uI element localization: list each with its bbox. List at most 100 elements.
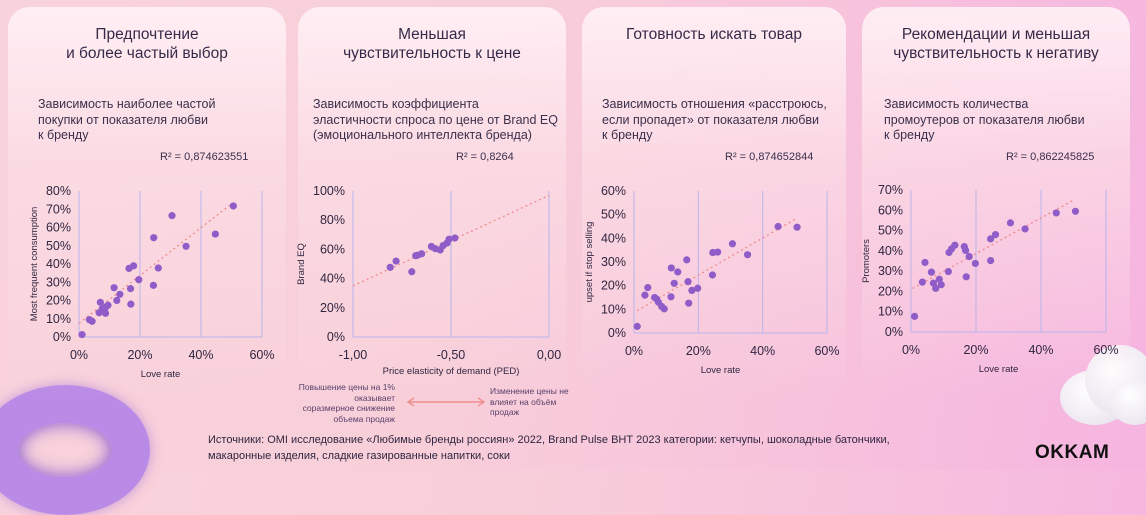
x-tick-label: -1,00	[339, 348, 368, 362]
data-point	[168, 212, 176, 220]
y-axis-label: Promoters	[861, 239, 872, 283]
x-tick-label: 40%	[1028, 343, 1053, 357]
y-tick-label: 30%	[601, 255, 626, 269]
y-tick-label: 10%	[601, 302, 626, 316]
y-tick-label: 100%	[313, 184, 345, 198]
data-point	[793, 223, 801, 231]
data-point	[674, 268, 682, 276]
trend-line	[78, 203, 232, 324]
y-tick-label: 60%	[46, 221, 71, 235]
trend-line	[912, 199, 1074, 289]
data-point	[149, 281, 158, 289]
sources-footer: Источники: OMI исследование «Любимые бре…	[208, 434, 890, 462]
y-axis-label: Most frequent consumption	[29, 207, 40, 322]
y-tick-label: 0%	[327, 330, 345, 344]
data-point	[445, 235, 453, 243]
data-point	[910, 312, 919, 320]
y-tick-label: 20%	[46, 294, 71, 308]
x-tick-label: 0%	[70, 348, 88, 362]
data-point	[991, 231, 1000, 239]
data-point	[667, 293, 675, 301]
y-tick-label: 80%	[46, 184, 71, 198]
y-tick-label: 20%	[601, 279, 626, 293]
data-point	[154, 264, 162, 272]
x-axis-label: Love rate	[701, 365, 741, 376]
trend-line	[352, 194, 550, 287]
data-point	[728, 240, 737, 248]
data-point	[1052, 209, 1060, 217]
data-point	[937, 281, 945, 289]
data-point	[386, 263, 394, 271]
x-tick-label: 20%	[963, 343, 988, 357]
x-tick-label: 0%	[902, 343, 920, 357]
data-point	[743, 251, 752, 259]
y-tick-label: 0%	[53, 330, 71, 344]
okkam-logo: OKKAM	[1035, 442, 1110, 463]
data-point	[104, 301, 112, 309]
data-point	[88, 317, 96, 325]
data-point	[660, 305, 668, 313]
data-point	[229, 202, 237, 210]
card-subtitle: Зависимость коэффициента эластичности сп…	[313, 97, 558, 142]
y-tick-label: 10%	[878, 305, 903, 319]
data-point	[211, 230, 219, 238]
y-tick-label: 50%	[46, 239, 71, 253]
data-point	[182, 242, 190, 250]
data-point	[408, 268, 416, 276]
data-point	[688, 286, 696, 294]
x-axis-label: Love rate	[979, 364, 1019, 375]
data-point	[150, 234, 158, 242]
r-squared: R² = 0,862245825	[1006, 151, 1095, 163]
data-point	[932, 284, 940, 292]
note-inelastic: Изменение цены не влияет на объём продаж	[490, 386, 569, 417]
y-tick-label: 50%	[601, 208, 626, 222]
card-subtitle: Зависимость отношения «расстроюсь, если …	[602, 97, 827, 142]
card-subtitle: Зависимость количества промоутеров от по…	[884, 97, 1085, 142]
y-tick-label: 30%	[878, 264, 903, 278]
x-tick-label: 60%	[814, 344, 839, 358]
y-tick-label: 40%	[46, 257, 71, 271]
x-tick-label: 20%	[127, 348, 152, 362]
data-point	[708, 271, 717, 279]
y-tick-label: 50%	[878, 224, 903, 238]
y-axis-label: upset if stop selling	[584, 222, 595, 303]
trend-line	[636, 218, 796, 312]
r-squared: R² = 0,874652844	[725, 151, 814, 163]
y-tick-label: 70%	[878, 183, 903, 197]
r-squared: R² = 0,8264	[456, 151, 514, 163]
double-arrow-icon	[406, 397, 486, 407]
y-tick-label: 80%	[320, 213, 345, 227]
data-point	[116, 290, 124, 298]
data-point	[694, 284, 702, 292]
data-point	[126, 285, 135, 293]
x-tick-label: 60%	[1093, 343, 1118, 357]
data-point	[714, 248, 722, 256]
y-tick-label: 30%	[46, 275, 71, 289]
note-elastic: Повышение цены на 1% оказывает соразмерн…	[298, 382, 395, 424]
data-point	[644, 283, 652, 292]
data-point	[921, 258, 929, 267]
y-tick-label: 60%	[878, 203, 903, 217]
x-tick-label: 60%	[249, 348, 274, 362]
y-tick-label: 60%	[601, 184, 626, 198]
x-tick-label: 40%	[750, 344, 775, 358]
x-tick-label: 0,00	[537, 348, 561, 362]
y-tick-label: 0%	[885, 325, 903, 339]
data-point	[418, 250, 426, 258]
data-point	[96, 298, 104, 306]
data-point	[113, 296, 121, 305]
data-point	[683, 256, 691, 264]
data-point	[78, 331, 86, 339]
data-point	[135, 276, 143, 284]
data-point	[951, 241, 959, 249]
x-axis-label: Love rate	[141, 369, 181, 380]
data-point	[1071, 207, 1080, 215]
card-title: Меньшая чувствительность к цене	[343, 26, 521, 62]
y-tick-label: 10%	[46, 312, 71, 326]
data-point	[987, 235, 995, 243]
card-subtitle: Зависимость наиболее частой покупки от п…	[38, 97, 216, 142]
data-point	[633, 322, 641, 330]
data-point	[774, 222, 782, 231]
data-point	[392, 257, 400, 265]
data-point	[965, 252, 973, 261]
